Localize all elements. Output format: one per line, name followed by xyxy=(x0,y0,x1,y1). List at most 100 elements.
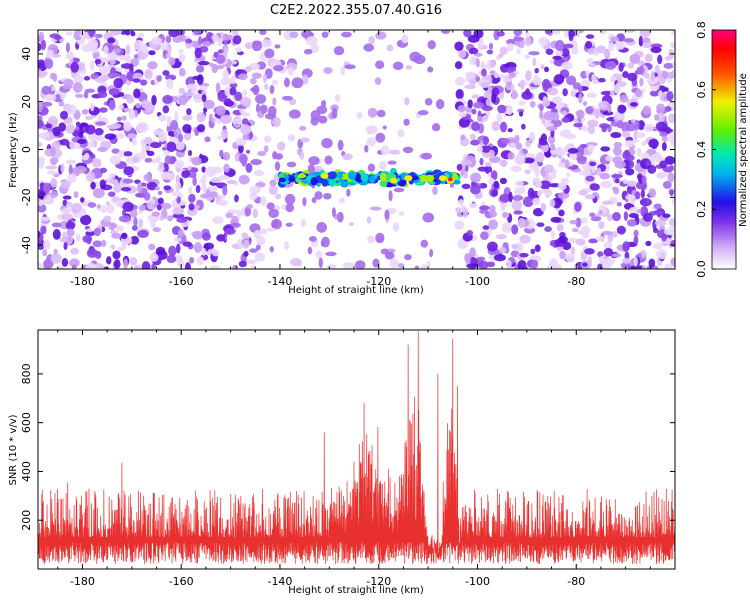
heatmap-signal-cell xyxy=(337,174,344,179)
heatmap-cell xyxy=(129,208,138,218)
heatmap-cell xyxy=(567,148,579,154)
heatmap-cell xyxy=(595,235,606,242)
heatmap-cell xyxy=(666,90,674,102)
heatmap-cell xyxy=(116,116,122,122)
heatmap-cell xyxy=(485,161,492,167)
heatmap-cell xyxy=(460,134,466,141)
heatmap-cell xyxy=(540,144,549,153)
heatmap-cell xyxy=(155,246,166,256)
heatmap-cell xyxy=(241,118,249,126)
heatmap-cell xyxy=(229,82,238,89)
heatmap-cell xyxy=(130,235,140,245)
heatmap-cell xyxy=(62,231,67,242)
heatmap-cell xyxy=(477,256,486,262)
heatmap-cell xyxy=(43,239,51,251)
heatmap-cell xyxy=(190,88,199,94)
heatmap-cell xyxy=(500,202,505,212)
heatmap-cell xyxy=(650,70,655,82)
heatmap-cell xyxy=(539,110,544,120)
heatmap-y-axis-label: Frequency (Hz) xyxy=(8,112,19,188)
heatmap-cell xyxy=(268,184,278,196)
heatmap-cell xyxy=(197,60,210,66)
heatmap-cell xyxy=(344,64,356,70)
heatmap-cell xyxy=(201,247,207,256)
heatmap-cell xyxy=(547,87,559,96)
heatmap-cell xyxy=(177,229,184,238)
heatmap-cell xyxy=(427,66,434,73)
heatmap-cell xyxy=(333,46,345,56)
heatmap-cell xyxy=(93,227,101,237)
heatmap-cell xyxy=(626,30,635,33)
heatmap-cell xyxy=(277,141,286,151)
heatmap-cell xyxy=(120,186,132,192)
heatmap-cell xyxy=(558,209,565,217)
heatmap-cell xyxy=(563,30,569,38)
heatmap-cell xyxy=(113,259,121,269)
heatmap-cell xyxy=(661,70,669,79)
heatmap-cell xyxy=(613,84,621,94)
heatmap-cell xyxy=(524,36,532,47)
heatmap-cell xyxy=(271,79,279,86)
heatmap-cell xyxy=(208,113,214,122)
heatmap-cell xyxy=(38,132,50,139)
heatmap-cell xyxy=(51,140,62,149)
heatmap-cell xyxy=(100,205,107,214)
heatmap-cell xyxy=(46,170,58,175)
heatmap-cell xyxy=(150,219,156,228)
heatmap-cell xyxy=(638,35,643,47)
heatmap-cell xyxy=(634,191,641,200)
heatmap-cell xyxy=(617,104,627,114)
heatmap-cell xyxy=(192,176,197,187)
heatmap-cell xyxy=(84,152,90,159)
heatmap-cell xyxy=(577,230,585,235)
heatmap-cell xyxy=(231,264,237,269)
heatmap-cell xyxy=(421,152,433,160)
heatmap-cell xyxy=(486,261,496,268)
heatmap-cell xyxy=(582,262,588,267)
heatmap-cell xyxy=(534,166,540,177)
heatmap-cell xyxy=(42,249,48,257)
heatmap-cell xyxy=(534,67,539,74)
heatmap-cell xyxy=(283,241,289,251)
heatmap-cell xyxy=(73,191,79,198)
heatmap-cell xyxy=(74,165,87,174)
heatmap-cell xyxy=(132,156,139,163)
heatmap-cell xyxy=(338,197,345,204)
heatmap-cell xyxy=(321,236,330,248)
x-tick-label: -80 xyxy=(567,575,585,588)
heatmap-cell xyxy=(588,62,597,68)
heatmap-cell xyxy=(178,87,185,95)
heatmap-cell xyxy=(501,159,507,168)
heatmap-cell xyxy=(671,69,675,78)
heatmap-signal-cell xyxy=(288,176,296,183)
heatmap-cell xyxy=(382,125,387,130)
heatmap-cell xyxy=(176,259,185,268)
heatmap-cell xyxy=(105,256,112,265)
heatmap-cell xyxy=(318,257,323,269)
heatmap-cell xyxy=(455,88,464,100)
heatmap-signal-cell xyxy=(310,177,318,186)
heatmap-cell xyxy=(38,101,43,113)
heatmap-cell xyxy=(321,99,327,108)
heatmap-cell xyxy=(565,253,575,263)
heatmap-cell xyxy=(620,262,630,269)
heatmap-cell xyxy=(602,111,614,116)
heatmap-cell xyxy=(596,167,602,177)
heatmap-cell xyxy=(150,141,162,149)
heatmap-cell xyxy=(51,85,56,92)
heatmap-cell xyxy=(543,164,554,173)
heatmap-cell xyxy=(95,77,107,84)
heatmap-cell xyxy=(45,94,57,102)
heatmap-cell xyxy=(470,184,481,195)
heatmap-cell xyxy=(392,222,400,232)
heatmap-cell xyxy=(511,243,518,250)
heatmap-cell xyxy=(249,248,258,253)
x-tick-label: -120 xyxy=(366,575,391,588)
heatmap-cell xyxy=(156,155,161,164)
heatmap-cell xyxy=(172,213,185,219)
heatmap-cell xyxy=(404,254,412,261)
heatmap-cell xyxy=(493,180,499,189)
snr-y-axis-label: SNR (10 * v/v) xyxy=(8,414,19,485)
heatmap-cell xyxy=(539,104,544,112)
heatmap-cell xyxy=(309,235,317,242)
